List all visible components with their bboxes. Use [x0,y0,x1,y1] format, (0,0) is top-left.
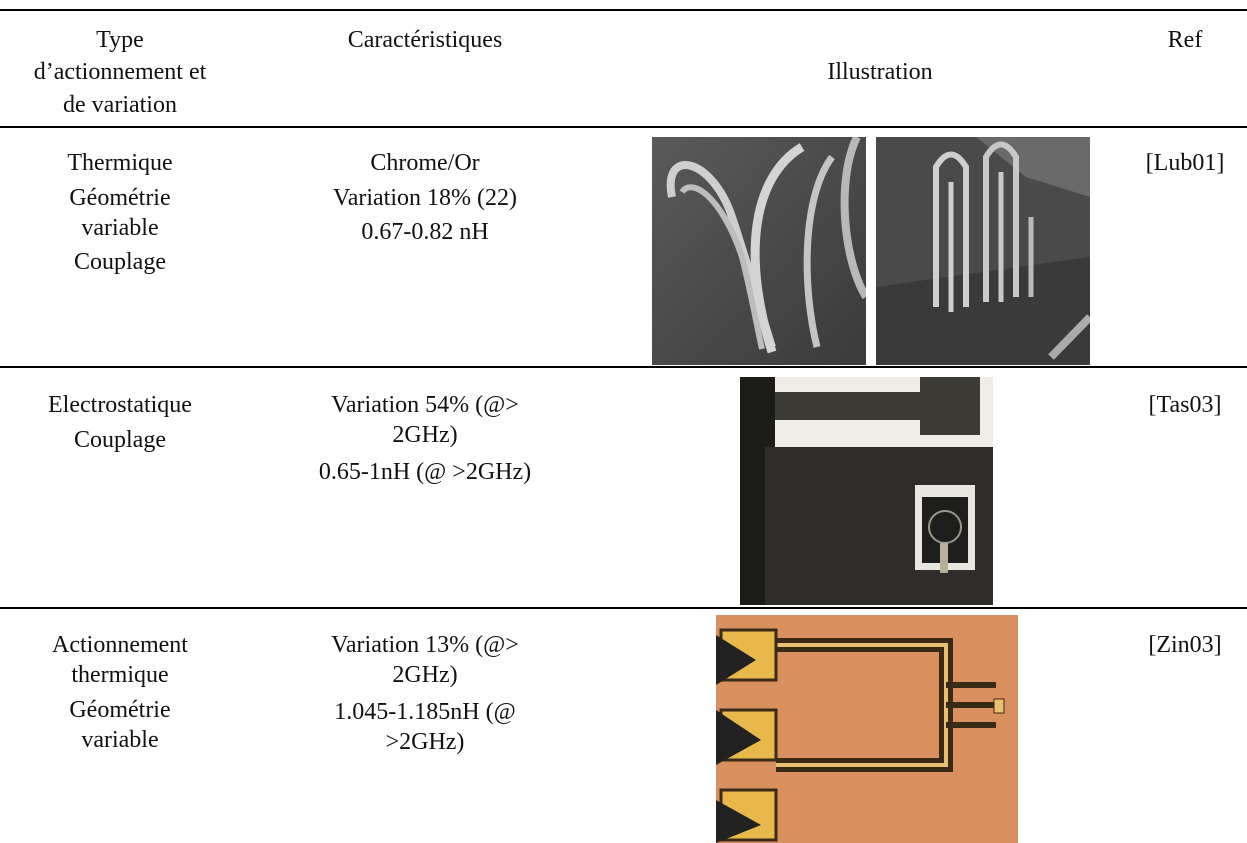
header-cell: Caractéristiques [347,27,503,53]
illustration [652,137,866,365]
characteristics-line: 0.67-0.82 nH [361,219,489,245]
characteristics-line: 0.65-1nH (@ >2GHz) [318,459,532,485]
header-cell: Illustration [827,59,933,85]
type-line: Géométrie [69,697,171,723]
type-line: Couplage [74,427,166,453]
header-cell: de variation [63,92,177,118]
type-line: thermique [71,662,169,688]
type-line: variable [81,215,159,241]
header-cell: d’actionnement et [33,59,207,85]
ref: [Lub01] [1145,150,1225,176]
type-line: variable [81,727,159,753]
header-cell: Ref [1167,27,1203,53]
row-rule [0,366,1247,368]
illustration [876,137,1090,365]
type-line: Thermique [67,150,173,176]
characteristics-line: 1.045-1.185nH (@ [334,699,516,725]
characteristics-line: Chrome/Or [370,150,480,176]
characteristics-line: Variation 13% (@> [331,632,519,658]
row-rule [0,607,1247,609]
characteristics-line: 2GHz) [392,422,458,448]
header-cell: Type [96,27,144,53]
type-line: Couplage [74,249,166,275]
characteristics-line: Variation 18% (22) [333,185,517,211]
type-line: Géométrie [69,185,171,211]
top-rule [0,9,1247,11]
characteristics-line: >2GHz) [385,729,465,755]
characteristics-line: Variation 54% (@> [331,392,519,418]
illustration [740,377,993,605]
type-line: Actionnement [52,632,188,658]
ref: [Tas03] [1148,392,1222,418]
illustration [716,615,1018,843]
ref: [Zin03] [1148,632,1222,658]
row-rule [0,126,1247,128]
type-line: Electrostatique [48,392,192,418]
characteristics-line: 2GHz) [392,662,458,688]
